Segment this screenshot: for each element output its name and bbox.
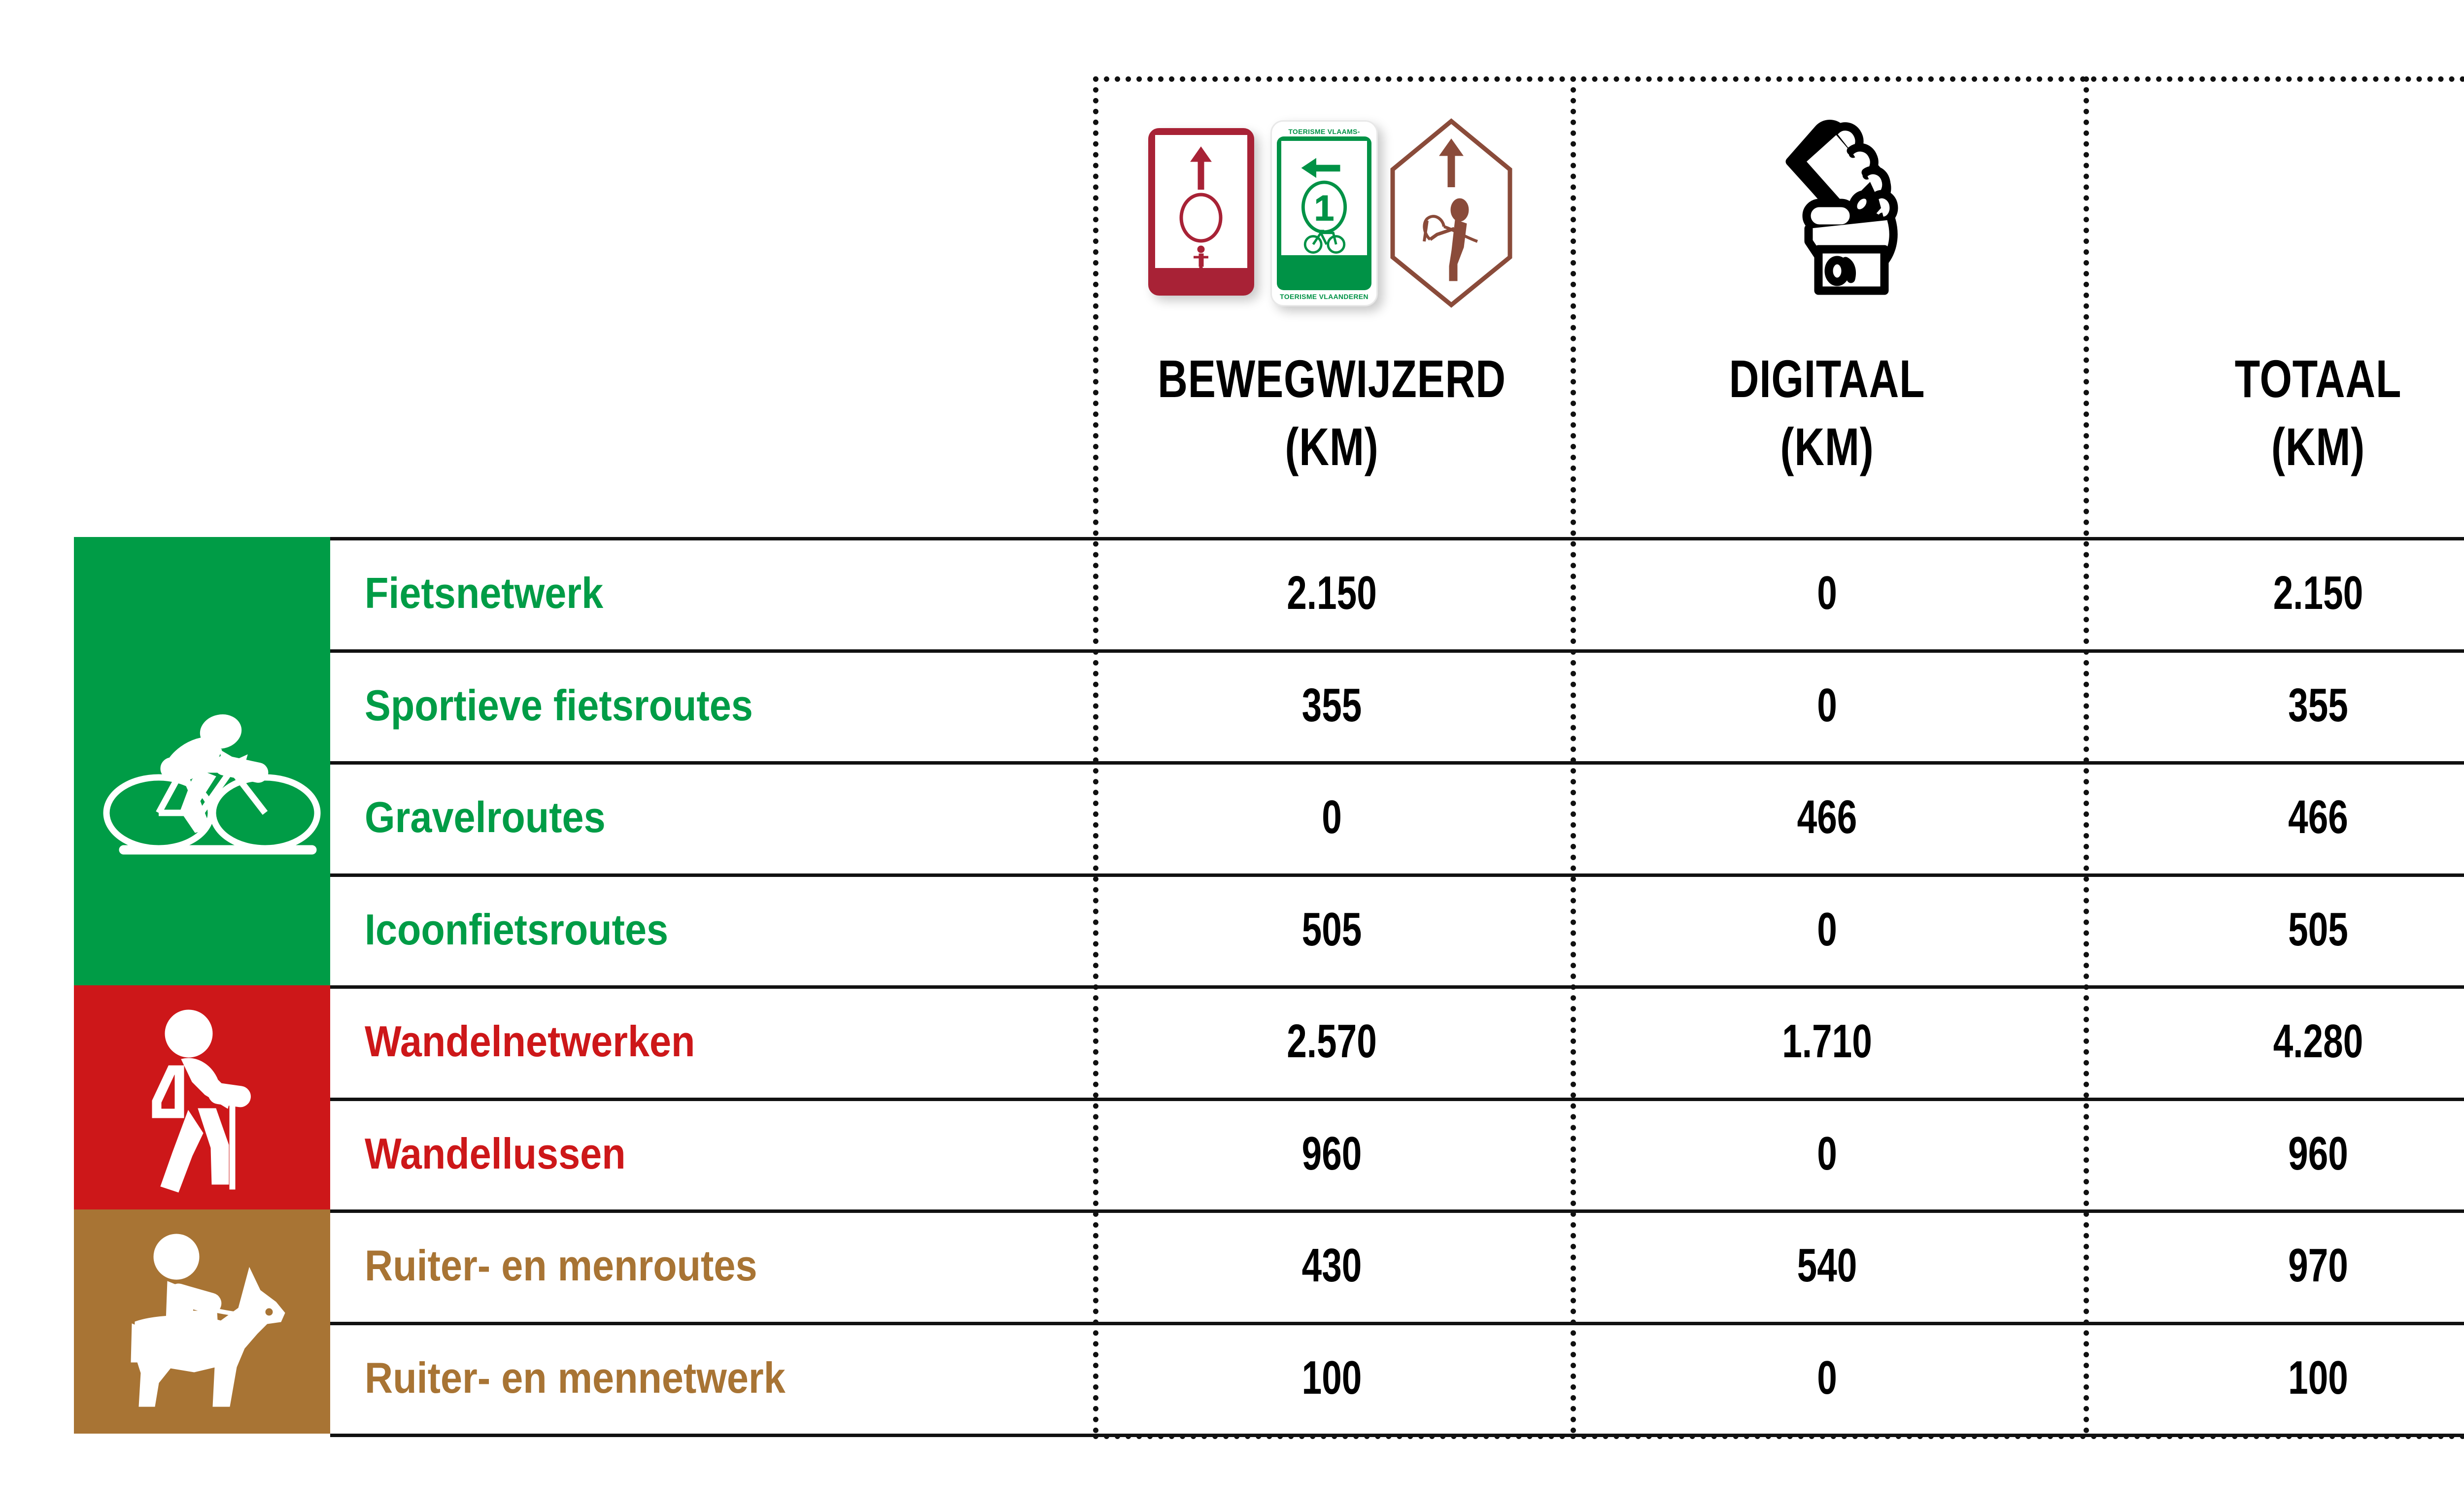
- header-text: DIGITAAL: [1729, 349, 1925, 408]
- cell-value: 0: [1817, 679, 1837, 732]
- cell-value: 2.570: [1287, 1015, 1377, 1068]
- walking-signpost-icon: [1148, 128, 1254, 296]
- header-unit: (KM): [1780, 417, 1874, 477]
- row-rule-2: [330, 761, 2464, 765]
- cell-value: 2.150: [1287, 567, 1377, 619]
- hand-holding-smartphone-icon: [1785, 120, 1898, 295]
- hiker-icon: [152, 1009, 251, 1193]
- column-header-bewegwijzerd: BEWEGWIJZERD (KM): [1146, 345, 1518, 481]
- cell-value: 0: [1817, 903, 1837, 956]
- table-top-border: [1093, 76, 2464, 82]
- cell-value: 505: [2288, 903, 2348, 956]
- row-label: Icoonfietsroutes: [365, 905, 669, 954]
- row-label: Wandellussen: [365, 1129, 626, 1178]
- cell-digitaal: 1.710: [1632, 1018, 2022, 1065]
- group-band-equestrian: [74, 1209, 330, 1434]
- row-label: Fietsnetwerk: [365, 569, 604, 617]
- cell-value: 505: [1301, 903, 1362, 956]
- row-rule-5: [330, 1098, 2464, 1101]
- header-unit: (KM): [1285, 417, 1379, 477]
- cell-value: 2.150: [2273, 567, 2363, 619]
- sign-bottom-label: TOERISME VLAANDEREN: [1280, 293, 1369, 301]
- cell-value: 355: [2288, 679, 2348, 732]
- cell-bewegwijzerd: 430: [1150, 1242, 1513, 1289]
- cell-value: 0: [1322, 791, 1342, 843]
- cyclist-icon: [103, 714, 321, 855]
- row-label: Gravelroutes: [365, 793, 606, 841]
- signpost-icons: TOERISME VLAAMS-BRABANT 1 TOER: [1148, 113, 1557, 308]
- cell-digitaal: 466: [1632, 794, 2022, 841]
- table-row: Wandellussen: [365, 1132, 626, 1175]
- row-label: Wandelnetwerken: [365, 1017, 695, 1066]
- row-label: Ruiter- en mennetwerk: [365, 1353, 786, 1402]
- cell-value: 970: [2288, 1239, 2348, 1292]
- table-row: Ruiter- en mennetwerk: [365, 1356, 786, 1400]
- table-row: Fietsnetwerk: [365, 571, 603, 615]
- cell-value: 100: [1301, 1351, 1362, 1404]
- cell-totaal: 2.150: [2140, 570, 2464, 617]
- cell-value: 0: [1817, 1127, 1837, 1180]
- cell-value: 430: [1301, 1239, 1362, 1292]
- row-rule-6: [330, 1209, 2464, 1213]
- header-text: BEWEGWIJZERD: [1158, 349, 1506, 408]
- row-rule-8: [330, 1434, 2464, 1437]
- table-row: Sportieve fietsroutes: [365, 684, 753, 727]
- header-text: TOTAAL: [2234, 349, 2402, 408]
- row-rule-4: [330, 985, 2464, 989]
- cell-digitaal: 0: [1632, 570, 2022, 617]
- cell-totaal: 970: [2140, 1242, 2464, 1289]
- table-row: Gravelroutes: [365, 796, 606, 839]
- horse-rider-icon: [131, 1234, 285, 1407]
- cell-value: 355: [1301, 679, 1362, 732]
- cell-totaal: 355: [2140, 682, 2464, 729]
- cell-bewegwijzerd: 2.570: [1150, 1018, 1513, 1065]
- cell-totaal: 466: [2140, 794, 2464, 841]
- equestrian-signpost-icon: [1390, 118, 1512, 308]
- cell-value: 100: [2288, 1351, 2348, 1404]
- cell-value: 1.710: [1782, 1015, 1872, 1068]
- cell-totaal: 4.280: [2140, 1018, 2464, 1065]
- column-header-digitaal: DIGITAAL (KM): [1627, 345, 2027, 481]
- cell-digitaal: 0: [1632, 1354, 2022, 1402]
- cell-digitaal: 0: [1632, 682, 2022, 729]
- cell-totaal: 960: [2140, 1130, 2464, 1177]
- header-unit: (KM): [2271, 417, 2365, 477]
- cell-bewegwijzerd: 2.150: [1150, 570, 1513, 617]
- group-band-hiking: [74, 985, 330, 1209]
- cell-value: 960: [1301, 1127, 1362, 1180]
- cell-totaal: 505: [2140, 906, 2464, 953]
- cell-totaal: 100: [2140, 1354, 2464, 1402]
- row-label: Sportieve fietsroutes: [365, 681, 753, 730]
- cell-digitaal: 0: [1632, 1130, 2022, 1177]
- cell-bewegwijzerd: 100: [1150, 1354, 1513, 1402]
- group-band-cycling: [74, 537, 330, 985]
- row-rule-3: [330, 873, 2464, 877]
- cell-digitaal: 540: [1632, 1242, 2022, 1289]
- cell-digitaal: 0: [1632, 906, 2022, 953]
- cell-bewegwijzerd: 505: [1150, 906, 1513, 953]
- row-label: Ruiter- en menroutes: [365, 1241, 757, 1290]
- svg-text:1: 1: [1314, 188, 1335, 229]
- cell-value: 466: [2288, 791, 2348, 843]
- cell-bewegwijzerd: 355: [1150, 682, 1513, 729]
- cell-value: 0: [1817, 567, 1837, 619]
- column-divider-2: [2084, 76, 2089, 1434]
- cell-value: 466: [1797, 791, 1857, 843]
- cell-value: 4.280: [2273, 1015, 2363, 1068]
- row-rule-1: [330, 649, 2464, 653]
- table-row: Wandelnetwerken: [365, 1020, 695, 1063]
- cell-bewegwijzerd: 0: [1150, 794, 1513, 841]
- row-rule-7: [330, 1322, 2464, 1325]
- column-header-totaal: TOTAAL (KM): [2135, 345, 2464, 481]
- cycling-node-sign-icon: TOERISME VLAAMS-BRABANT 1 TOER: [1270, 120, 1378, 306]
- cell-bewegwijzerd: 960: [1150, 1130, 1513, 1177]
- cell-value: 0: [1817, 1351, 1837, 1404]
- cell-value: 960: [2288, 1127, 2348, 1180]
- row-rule-top: [330, 537, 2464, 540]
- table-row: Icoonfietsroutes: [365, 908, 668, 951]
- table-left-border: [1093, 76, 1098, 1434]
- cell-value: 540: [1797, 1239, 1857, 1292]
- table-row: Ruiter- en menroutes: [365, 1244, 757, 1287]
- column-divider-1: [1571, 76, 1576, 1434]
